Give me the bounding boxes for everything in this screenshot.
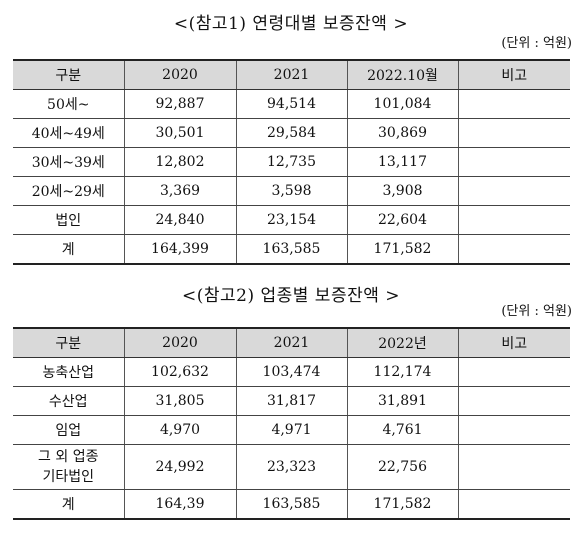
cell-remarks bbox=[457, 415, 570, 445]
cell-2020: 164,399 bbox=[123, 234, 237, 265]
cell-2022: 30,869 bbox=[346, 118, 459, 148]
row-label: 법인 bbox=[13, 205, 125, 235]
row-label: 수산업 bbox=[13, 386, 125, 416]
cell-2022: 31,891 bbox=[346, 386, 459, 416]
table-row: 임업 4,970 4,971 4,761 bbox=[13, 415, 570, 445]
table-row: 50세~ 92,887 94,514 101,084 bbox=[13, 89, 570, 119]
cell-2021: 23,323 bbox=[235, 444, 348, 490]
row-label: 농축산업 bbox=[13, 357, 125, 387]
header-2021: 2021 bbox=[235, 59, 348, 90]
table-total-row: 계 164,399 163,585 171,582 bbox=[13, 234, 570, 265]
row-label: 계 bbox=[13, 489, 125, 520]
table-row: 40세~49세 30,501 29,584 30,869 bbox=[13, 118, 570, 148]
cell-2021: 163,585 bbox=[235, 489, 348, 520]
header-2022-oct: 2022.10월 bbox=[346, 59, 459, 90]
cell-remarks bbox=[457, 147, 570, 177]
row-label: 임업 bbox=[13, 415, 125, 445]
header-remarks: 비고 bbox=[457, 327, 570, 358]
cell-remarks bbox=[457, 357, 570, 387]
table-row: 농축산업 102,632 103,474 112,174 bbox=[13, 357, 570, 387]
header-2020: 2020 bbox=[123, 327, 237, 358]
table2-unit-note: (단위 : 억원) bbox=[501, 304, 572, 319]
cell-2021: 4,971 bbox=[235, 415, 348, 445]
header-2021: 2021 bbox=[235, 327, 348, 358]
cell-2021: 23,154 bbox=[235, 205, 348, 235]
cell-2020: 30,501 bbox=[123, 118, 237, 148]
table-row: 수산업 31,805 31,817 31,891 bbox=[13, 386, 570, 416]
cell-2020: 4,970 bbox=[123, 415, 237, 445]
cell-2020: 24,840 bbox=[123, 205, 237, 235]
cell-remarks bbox=[457, 234, 570, 265]
header-remarks: 비고 bbox=[457, 59, 570, 90]
table-row: 법인 24,840 23,154 22,604 bbox=[13, 205, 570, 235]
table-header-row: 구분 2020 2021 2022.10월 비고 bbox=[13, 59, 570, 90]
cell-2020: 3,369 bbox=[123, 176, 237, 206]
industry-guarantee-table: 구분 2020 2021 2022년 비고 농축산업 102,632 103,4… bbox=[13, 327, 570, 520]
age-group-guarantee-table: 구분 2020 2021 2022.10월 비고 50세~ 92,887 94,… bbox=[13, 59, 570, 265]
cell-remarks bbox=[457, 89, 570, 119]
cell-2021: 103,474 bbox=[235, 357, 348, 387]
cell-2020: 92,887 bbox=[123, 89, 237, 119]
cell-2022: 3,908 bbox=[346, 176, 459, 206]
table-total-row: 계 164,39 163,585 171,582 bbox=[13, 489, 570, 520]
row-label: 30세~39세 bbox=[13, 147, 125, 177]
cell-2020: 31,805 bbox=[123, 386, 237, 416]
cell-2021: 163,585 bbox=[235, 234, 348, 265]
row-label: 20세~29세 bbox=[13, 176, 125, 206]
cell-2020: 102,632 bbox=[123, 357, 237, 387]
cell-remarks bbox=[457, 489, 570, 520]
table-row: 30세~39세 12,802 12,735 13,117 bbox=[13, 147, 570, 177]
cell-remarks bbox=[457, 205, 570, 235]
cell-2021: 94,514 bbox=[235, 89, 348, 119]
row-label-line1: 그 외 업종 bbox=[38, 449, 99, 465]
cell-2022: 22,604 bbox=[346, 205, 459, 235]
cell-2021: 29,584 bbox=[235, 118, 348, 148]
cell-remarks bbox=[457, 444, 570, 490]
cell-2020: 164,39 bbox=[123, 489, 237, 520]
header-category: 구분 bbox=[13, 59, 125, 90]
cell-2021: 31,817 bbox=[235, 386, 348, 416]
cell-2022: 171,582 bbox=[346, 234, 459, 265]
cell-2022: 112,174 bbox=[346, 357, 459, 387]
row-label: 그 외 업종 기타법인 bbox=[13, 444, 125, 490]
cell-2022: 22,756 bbox=[346, 444, 459, 490]
cell-2021: 3,598 bbox=[235, 176, 348, 206]
cell-remarks bbox=[457, 386, 570, 416]
cell-2021: 12,735 bbox=[235, 147, 348, 177]
cell-2022: 4,761 bbox=[346, 415, 459, 445]
header-2020: 2020 bbox=[123, 59, 237, 90]
row-label: 계 bbox=[13, 234, 125, 265]
table-row: 그 외 업종 기타법인 24,992 23,323 22,756 bbox=[13, 444, 570, 490]
cell-2022: 171,582 bbox=[346, 489, 459, 520]
cell-2022: 101,084 bbox=[346, 89, 459, 119]
row-label-line2: 기타법인 bbox=[42, 469, 95, 485]
cell-remarks bbox=[457, 118, 570, 148]
cell-2020: 24,992 bbox=[123, 444, 237, 490]
table-row: 20세~29세 3,369 3,598 3,908 bbox=[13, 176, 570, 206]
row-label: 40세~49세 bbox=[13, 118, 125, 148]
table1-unit-note: (단위 : 억원) bbox=[501, 36, 572, 51]
header-category: 구분 bbox=[13, 327, 125, 358]
table2-title: <(참고2) 업종별 보증잔액 > bbox=[181, 286, 401, 306]
row-label: 50세~ bbox=[13, 89, 125, 119]
table-header-row: 구분 2020 2021 2022년 비고 bbox=[13, 327, 570, 358]
cell-2022: 13,117 bbox=[346, 147, 459, 177]
cell-2020: 12,802 bbox=[123, 147, 237, 177]
header-2022: 2022년 bbox=[346, 327, 459, 358]
table1-title: <(참고1) 연령대별 보증잔액 > bbox=[173, 14, 409, 34]
cell-remarks bbox=[457, 176, 570, 206]
